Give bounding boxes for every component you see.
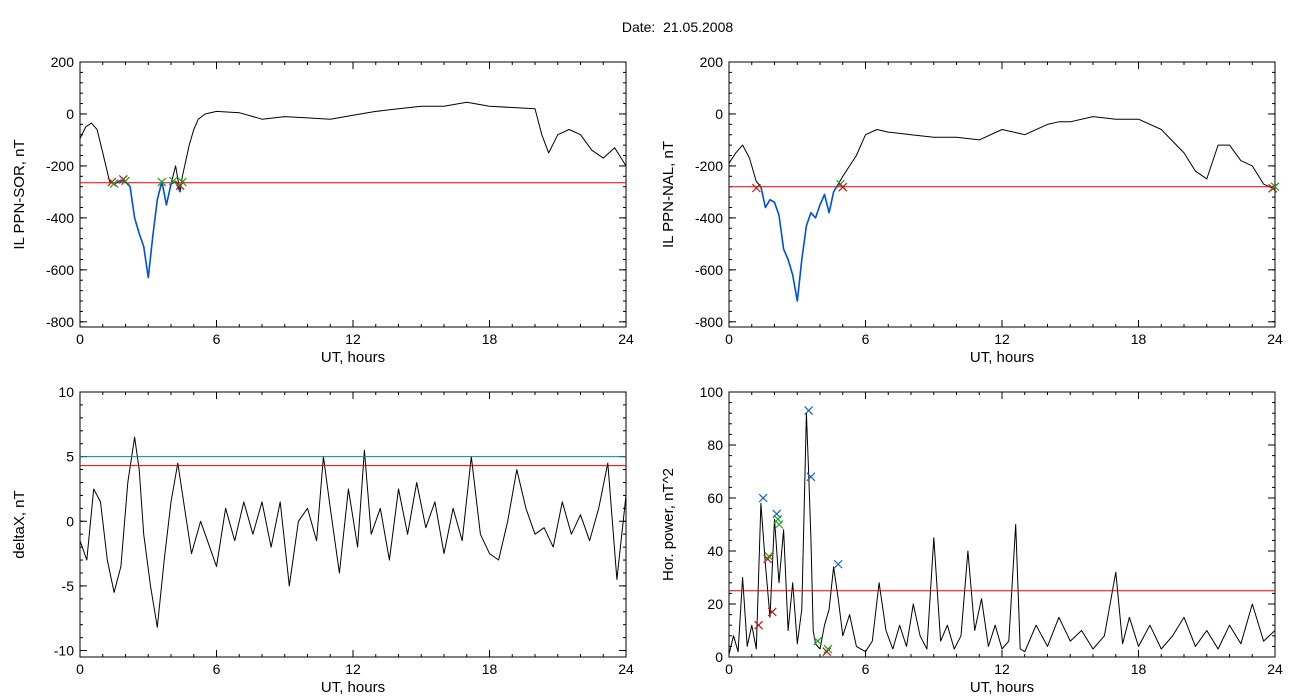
y-tick-label: 80 [707,437,723,453]
y-tick-label: 20 [707,596,723,612]
highlight-series-line [113,179,181,279]
y-tick-label: 10 [58,384,74,400]
marker-green [121,176,130,186]
y-tick-label: 40 [707,543,723,559]
marker-blue [833,559,843,569]
x-tick-label: 0 [725,331,733,347]
y-tick-label: 0 [715,106,723,122]
x-tick-label: 6 [862,661,870,677]
x-tick-label: 24 [618,331,634,347]
plot-area [80,101,626,279]
y-axis-label: IL PPN-NAL, nT [660,141,677,248]
y-tick-label: 200 [700,54,724,70]
x-axis-label: UT, hours [321,349,385,366]
marker-green [823,644,833,654]
marker-green [773,514,783,524]
x-tick-label: 0 [76,331,84,347]
series-line [729,116,1275,302]
y-tick-label: 0 [715,649,723,665]
x-tick-label: 18 [1131,661,1147,677]
x-tick-label: 12 [345,661,361,677]
x-axis-label: UT, hours [321,679,385,696]
marker-green [177,177,187,187]
y-tick-label: -800 [46,314,74,330]
y-tick-label: -400 [46,210,74,226]
marker-green [764,551,774,561]
x-tick-label: 24 [1267,661,1283,677]
chart-deltax: 0 6 12 18 24 -10 -5 0 5 10 UT, hours deltaX, nT [11,384,634,696]
marker-blue [804,406,814,415]
x-tick-label: 12 [994,331,1010,347]
y-tick-label: -200 [695,158,723,174]
y-tick-label: 0 [66,513,74,529]
series-line [729,412,1275,655]
marker-blue [806,472,816,482]
y-axis-label: deltaX, nT [11,490,28,558]
x-tick-label: 18 [482,661,498,677]
chart-sor: 0 6 12 18 24 -800 -600 -400 -200 0 200 UT, hours IL … [11,54,634,366]
marker-green [813,636,823,646]
y-axis-label: Hor. power, nT^2 [660,468,677,581]
marker-red [751,183,761,193]
marker-green [774,520,784,529]
marker-red [763,554,773,564]
marker-green [1270,182,1280,192]
plot-frame [79,61,627,328]
x-tick-label: 6 [862,331,870,347]
plot-frame [728,61,1276,328]
x-tick-label: 0 [76,661,84,677]
marker-red [754,620,763,630]
marker-blue [772,509,782,519]
date-value: 21.05.2008 [663,19,734,35]
x-tick-label: 24 [618,661,634,677]
x-tick-label: 6 [213,661,221,677]
y-tick-label: -5 [62,578,75,594]
y-tick-label: 200 [51,54,75,70]
marker-red [838,182,848,192]
y-tick-label: 100 [700,384,724,400]
y-tick-label: 0 [66,106,74,122]
x-tick-label: 12 [994,661,1010,677]
y-tick-label: -10 [54,643,74,659]
plot-area [729,116,1275,302]
x-axis-label: UT, hours [970,349,1034,366]
x-tick-label: 0 [725,661,733,677]
series-line [80,101,626,279]
chart-nal: 0 6 12 18 24 -800 -600 -400 -200 0 200 UT, hours IL … [660,54,1283,366]
x-tick-label: 12 [345,331,361,347]
marker-green [109,179,119,189]
date-label: Date: [621,19,656,35]
y-tick-label: 60 [707,490,723,506]
x-tick-label: 24 [1267,331,1283,347]
page-title: Date: 21.05.2008 [0,19,1300,35]
y-tick-label: 5 [66,449,74,465]
marker-red [767,607,777,617]
y-tick-label: -600 [46,262,74,278]
marker-green [157,177,167,187]
y-tick-label: -400 [695,210,723,226]
chart-hpower: 0 6 12 18 24 0 20 40 60 80 100 UT, hours Hor. power,… [660,384,1283,696]
marker-green [168,176,178,186]
y-tick-label: -800 [695,314,723,330]
x-tick-label: 18 [482,331,498,347]
y-tick-label: -600 [695,262,723,278]
highlight-series-line [760,183,839,302]
x-tick-label: 18 [1131,331,1147,347]
series-line [80,436,626,628]
marker-red [822,647,832,657]
marker-blue [758,493,768,503]
plot-frame [79,391,627,658]
x-tick-label: 6 [213,331,221,347]
plot-area [80,436,626,628]
y-axis-label: IL PPN-SOR, nT [11,139,28,249]
plot-area [729,412,1275,655]
x-axis-label: UT, hours [970,679,1034,696]
y-tick-label: -200 [46,158,74,174]
